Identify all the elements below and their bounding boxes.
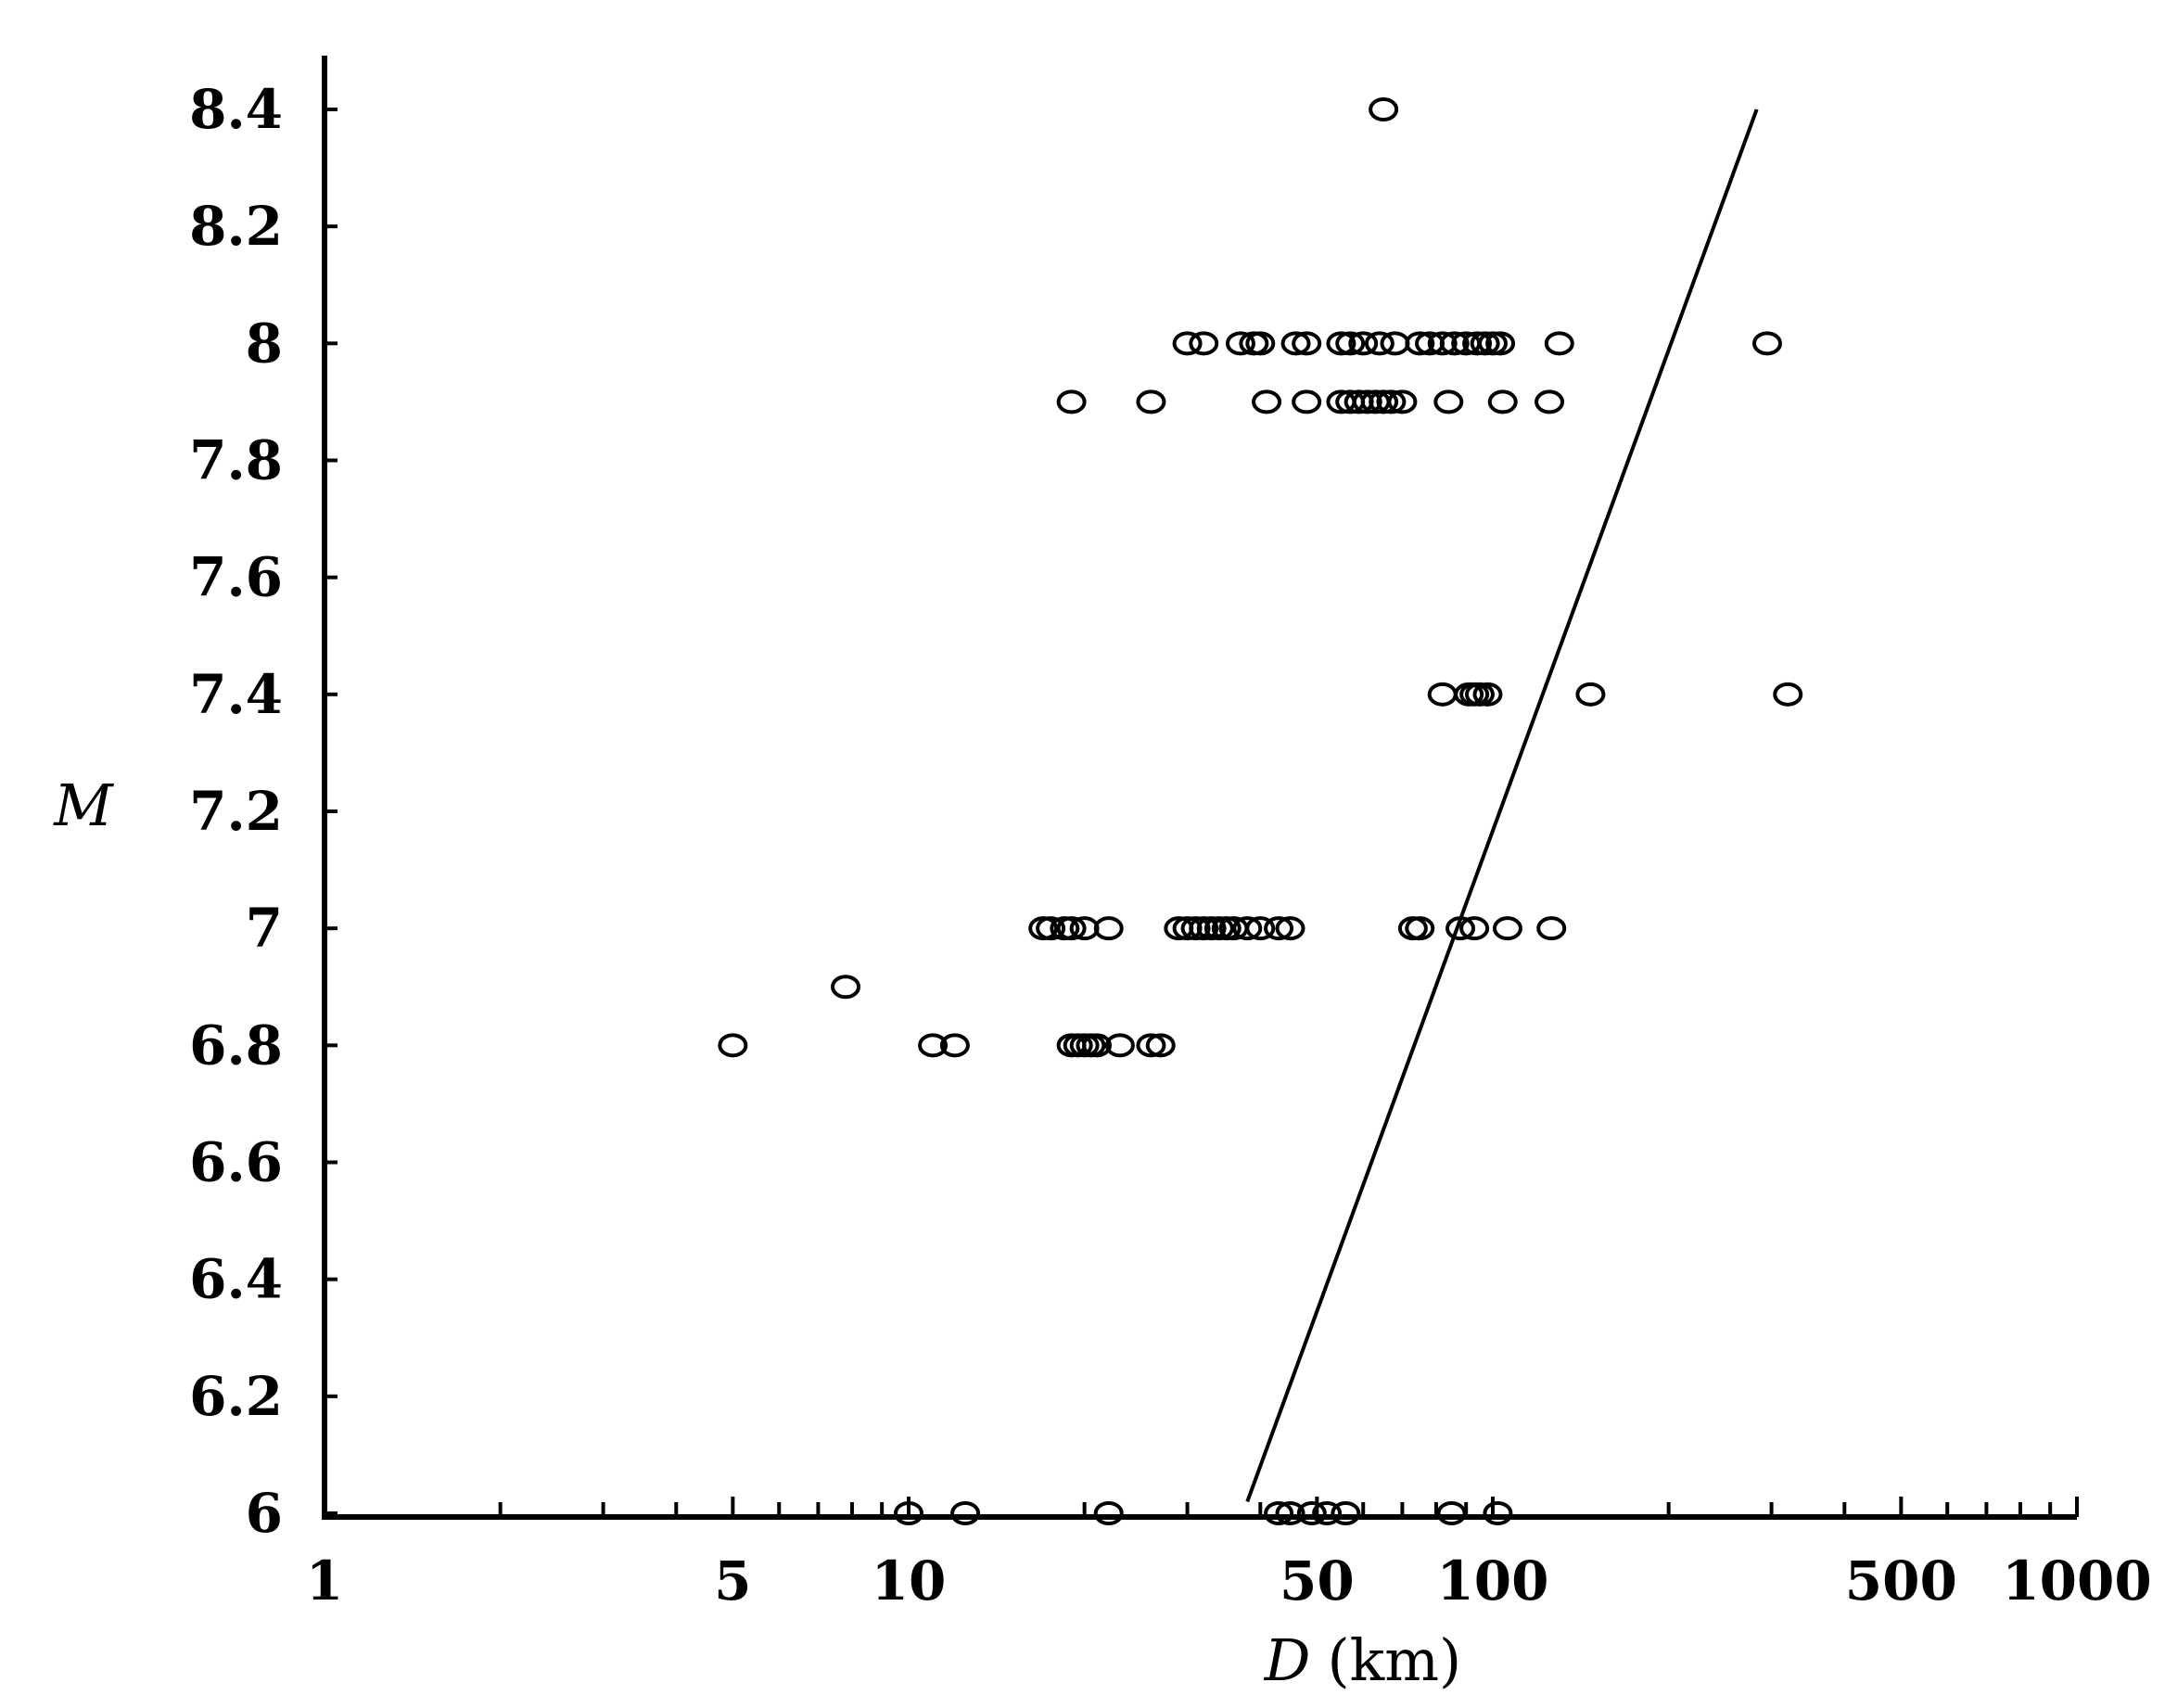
data-point: [1264, 1501, 1294, 1525]
data-point: [1081, 1033, 1112, 1058]
x-tick-label: 5: [714, 1549, 751, 1612]
data-point: [1459, 916, 1490, 941]
y-tick-label: 6.6: [189, 1131, 283, 1194]
data-point: [1536, 916, 1567, 941]
data-point: [1773, 682, 1803, 707]
data-point: [1056, 916, 1087, 941]
x-tick-label: 50: [1280, 1549, 1355, 1612]
data-point: [718, 1033, 748, 1058]
data-point: [1405, 916, 1435, 941]
data-point: [1427, 682, 1458, 707]
x-axis-title: D (km): [1264, 1626, 1461, 1694]
x-tick-label: 100: [1436, 1549, 1548, 1612]
data-point: [1331, 1501, 1361, 1525]
y-tick-label: 7: [246, 897, 283, 960]
data-point: [1492, 916, 1522, 941]
data-point: [1472, 682, 1503, 707]
data-point: [1439, 331, 1470, 356]
data-point: [939, 1033, 970, 1058]
data-point: [831, 975, 861, 1000]
data-point: [1296, 1501, 1327, 1525]
data-point: [1405, 331, 1435, 356]
y-tick-label: 8: [246, 312, 283, 375]
data-point: [1445, 916, 1476, 941]
x-tick-label: 10: [872, 1549, 947, 1612]
y-tick-label: 7.6: [189, 546, 283, 609]
y-tick-label: 8.4: [189, 78, 283, 141]
y-tick-label: 6.4: [189, 1248, 283, 1311]
data-point: [1292, 331, 1322, 356]
data-point: [950, 1501, 981, 1525]
axes: [322, 56, 2079, 1520]
data-point: [1364, 331, 1395, 356]
data-point: [1172, 331, 1203, 356]
data-point: [1436, 1501, 1467, 1525]
data-point: [1275, 1501, 1305, 1525]
x-axis-title-variable: D: [1264, 1626, 1311, 1694]
data-point: [1485, 331, 1516, 356]
data-point: [1387, 389, 1418, 414]
data-point: [1433, 389, 1464, 414]
data-point: [1189, 331, 1219, 356]
data-point: [1487, 389, 1518, 414]
data-point: [1232, 916, 1263, 941]
data-points-layer: [718, 97, 1803, 1525]
data-point: [1056, 389, 1087, 414]
data-point: [1180, 916, 1211, 941]
data-point: [1036, 916, 1066, 941]
data-point: [1369, 97, 1399, 121]
data-point: [1245, 331, 1276, 356]
data-point: [1751, 331, 1782, 356]
data-point: [1335, 331, 1366, 356]
data-point: [1352, 389, 1382, 414]
data-point: [1275, 916, 1305, 941]
data-point: [1483, 1501, 1513, 1525]
data-point: [1280, 331, 1311, 356]
data-point: [1264, 916, 1294, 941]
y-tick-label: 7.2: [189, 780, 283, 843]
data-point: [1225, 331, 1255, 356]
x-tick-label: 500: [1845, 1549, 1957, 1612]
y-tick-label: 6.8: [189, 1013, 283, 1077]
data-point: [1245, 916, 1276, 941]
data-point: [1535, 389, 1565, 414]
x-tick-label: 1000: [2002, 1549, 2151, 1612]
data-point: [1376, 389, 1407, 414]
x-tick-label: 1: [306, 1549, 343, 1612]
trend-line: [1245, 108, 1759, 1503]
data-point: [894, 1501, 923, 1525]
axis-labels: 6 6.2 6.4 6.6 6.8 7 7.2 7.4 7.6 7.8 8 8.2 8.4 1 5 10 50 1…: [53, 78, 2151, 1694]
data-point: [1427, 331, 1458, 356]
data-point: [1380, 331, 1410, 356]
y-tick-label: 7.4: [189, 663, 283, 726]
y-tick-label: 8.2: [189, 195, 283, 258]
data-point: [1093, 1501, 1124, 1525]
data-point: [1292, 389, 1322, 414]
data-point: [918, 1033, 949, 1058]
y-tick-label: 6: [246, 1482, 283, 1545]
data-point: [1575, 682, 1606, 707]
data-point: [1136, 1033, 1166, 1058]
data-point: [1326, 331, 1356, 356]
data-point: [1544, 331, 1574, 356]
x-axis-title-unit: (km): [1327, 1626, 1461, 1694]
y-tick-label: 6.2: [189, 1365, 283, 1428]
y-axis-title: M: [53, 771, 114, 839]
data-point: [1348, 331, 1379, 356]
y-tick-label: 7.8: [189, 429, 283, 492]
data-point: [1312, 1501, 1343, 1525]
trend-line-layer: [1245, 108, 1759, 1503]
data-point: [1136, 389, 1166, 414]
data-point: [1093, 916, 1124, 941]
data-point: [1145, 1033, 1176, 1058]
data-point: [1104, 1033, 1135, 1058]
data-point: [1252, 389, 1282, 414]
